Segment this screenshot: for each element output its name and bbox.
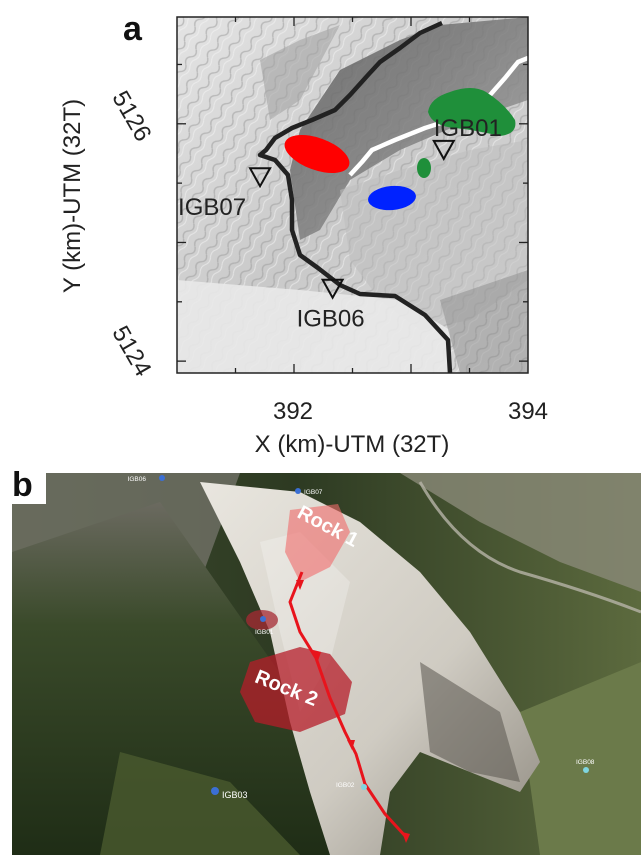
station-triangle-igb06 [320,278,345,300]
station-pin-igb06: IGB06 [128,475,165,483]
panel-a-label: a [123,10,143,48]
catchment-boundary [257,20,453,373]
x-tick-label-394: 394 [508,398,548,425]
panel-a-map: IGB01 IGB07 IGB06 a 392 394 5126 5124 X (k… [59,10,548,458]
axis-ticks [177,17,528,373]
station-label-igb07: IGB07 [178,194,246,221]
x-tick-label-392: 392 [273,398,313,425]
station-label-igb01: IGB01 [434,115,502,142]
y-tick-label-5126: 5126 [106,86,156,146]
svg-text:IGB06: IGB06 [128,476,147,483]
panel-b-label: b [12,466,33,504]
rock-2-source-area [240,647,352,732]
y-tick-label-5124: 5124 [106,321,156,381]
station-pin-igb02: IGB02 [336,782,367,790]
rock-source-green-small [417,158,431,178]
station-triangle-igb01 [432,139,456,161]
rock-1-source-area [285,504,350,582]
trajectory-arrows [296,580,410,843]
rock-source-red [284,134,350,174]
station-triangle-igb07 [248,167,272,189]
x-axis-title: X (km)-UTM (32T) [255,431,450,458]
y-axis-title: Y (km)-UTM (32T) [59,99,86,293]
panel-b-satellite-view: Rock 1 Rock 2 IGB06 IGB07 IGB01 IGB02 IG… [0,462,641,855]
station-markers: IGB01 IGB07 IGB06 [178,115,502,333]
station-label-igb06: IGB06 [297,306,365,333]
station-pin-igb01: IGB01 [255,616,274,636]
station-pin-igb08: IGB08 [576,759,595,773]
svg-text:IGB08: IGB08 [576,759,595,766]
svg-text:IGB01: IGB01 [255,629,274,636]
rock-source-blue [368,185,416,211]
station-pin-igb07: IGB07 [295,488,323,496]
hillshade-map [177,17,528,373]
svg-text:IGB03: IGB03 [222,790,248,800]
svg-text:IGB02: IGB02 [336,782,355,789]
rockfall-trajectory [288,571,409,840]
station-pin-igb03: IGB03 [211,787,248,800]
svg-text:IGB07: IGB07 [304,489,323,496]
rock-source-green-large [428,88,516,136]
